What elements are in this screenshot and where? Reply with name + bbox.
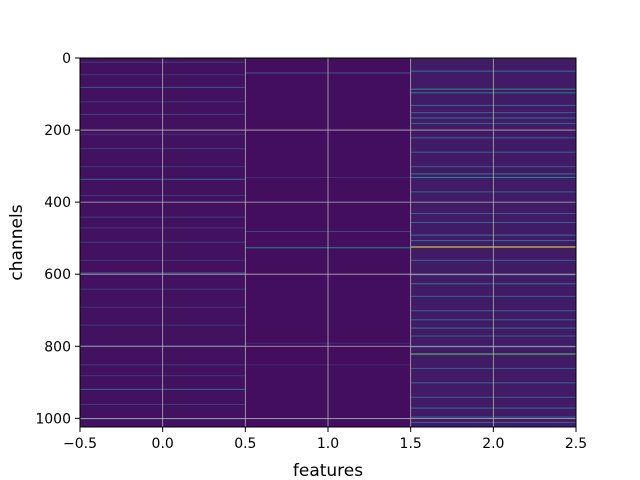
x-axis-ticks: −0.5 0.0 0.5 1.0 1.5 2.0 2.5 bbox=[63, 427, 587, 452]
y-axis-label: channels bbox=[7, 204, 27, 280]
y-tick-label-2: 400 bbox=[44, 195, 71, 211]
y-tick-label-4: 800 bbox=[44, 339, 71, 355]
x-tick-label-0: −0.5 bbox=[63, 436, 97, 452]
x-tick-label-2: 0.5 bbox=[234, 436, 256, 452]
y-axis-ticks: 0 200 400 600 800 1000 bbox=[35, 51, 80, 427]
x-tick-label-6: 2.5 bbox=[565, 436, 587, 452]
y-tick-label-1: 200 bbox=[44, 123, 71, 139]
x-axis-label: features bbox=[293, 461, 363, 480]
x-tick-label-3: 1.0 bbox=[317, 436, 339, 452]
x-tick-label-5: 2.0 bbox=[482, 436, 504, 452]
y-tick-label-3: 600 bbox=[44, 267, 71, 283]
y-tick-label-5: 1000 bbox=[35, 411, 71, 427]
x-tick-label-1: 0.0 bbox=[152, 436, 174, 452]
x-tick-label-4: 1.5 bbox=[400, 436, 422, 452]
y-tick-label-0: 0 bbox=[62, 51, 71, 67]
